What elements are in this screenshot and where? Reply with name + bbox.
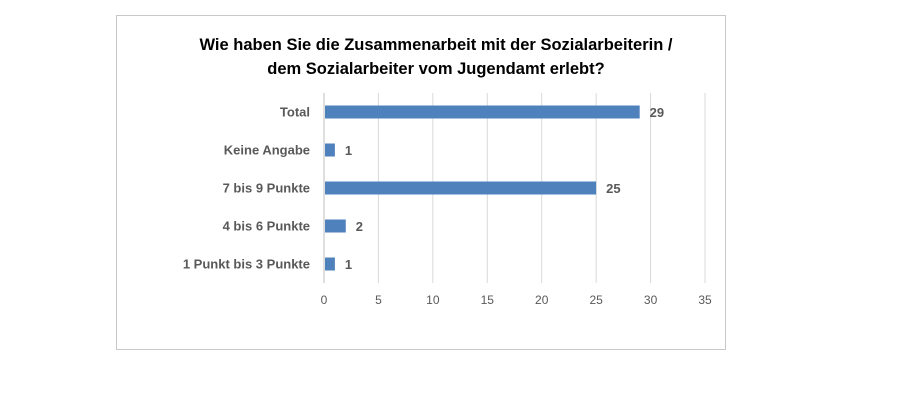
- bar-3: [325, 219, 346, 233]
- category-label-2: 7 bis 9 Punkte: [223, 181, 310, 196]
- data-label-2: 25: [606, 181, 620, 196]
- bar-0: [325, 105, 640, 119]
- category-label-0: Total: [280, 105, 310, 120]
- chart-title-line-1: Wie haben Sie die Zusammenarbeit mit der…: [199, 36, 673, 54]
- bar-1: [325, 143, 335, 157]
- x-tick-label-20: 20: [535, 293, 549, 307]
- category-label-3: 4 bis 6 Punkte: [223, 219, 310, 234]
- data-label-0: 29: [650, 105, 664, 120]
- x-tick-label-30: 30: [644, 293, 658, 307]
- x-tick-label-25: 25: [589, 293, 603, 307]
- bar-4: [325, 257, 335, 271]
- data-label-1: 1: [345, 143, 352, 158]
- x-tick-label-5: 5: [375, 293, 382, 307]
- chart-title-line-2: dem Sozialarbeiter vom Jugendamt erlebt?: [267, 60, 605, 78]
- x-tick-label-10: 10: [426, 293, 440, 307]
- data-label-4: 1: [345, 257, 352, 272]
- category-label-4: 1 Punkt bis 3 Punkte: [183, 257, 310, 272]
- x-tick-label-0: 0: [321, 293, 328, 307]
- x-tick-label-35: 35: [698, 293, 712, 307]
- x-tick-label-15: 15: [481, 293, 495, 307]
- data-label-3: 2: [356, 219, 363, 234]
- chart-title: Wie haben Sie die Zusammenarbeit mit der…: [116, 33, 726, 81]
- bar-2: [325, 181, 597, 195]
- category-label-1: Keine Angabe: [224, 143, 310, 158]
